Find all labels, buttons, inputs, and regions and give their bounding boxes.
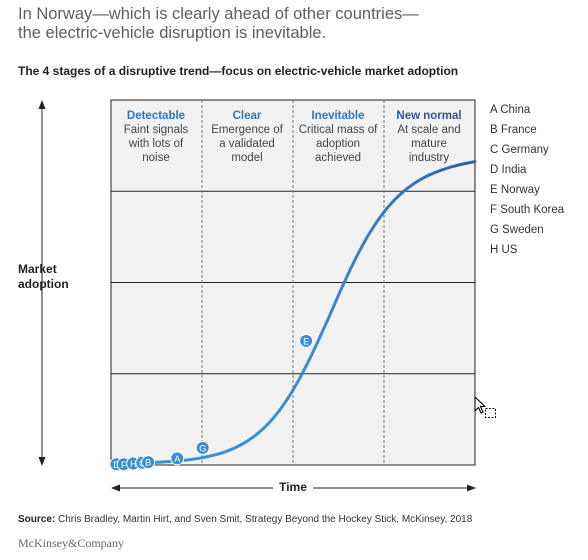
headline-line-1: In Norway—which is clearly ahead of othe… (18, 5, 419, 23)
stage-description: Emergence of a validated model (202, 123, 292, 165)
country-marker-label: G (199, 443, 206, 453)
stage-description-line: model (231, 152, 263, 164)
country-marker-china (170, 451, 185, 466)
chart: DFHCBAGE (38, 99, 477, 492)
stage-description-line: a validated (219, 138, 275, 150)
stage-title: Inevitable (311, 110, 365, 122)
y-axis-label-line-1: Market (18, 262, 57, 276)
country-marker-label: F (121, 460, 127, 470)
stage-description-line: At scale and (397, 124, 461, 136)
x-axis-label: Time (273, 480, 313, 494)
stage-description-line: with lots of (128, 138, 184, 150)
country-marker-label: A (174, 454, 180, 464)
stage-description-line: achieved (314, 152, 362, 164)
stage-description-line: Critical mass of (298, 124, 378, 136)
legend-item-sweden: G Sweden (490, 224, 544, 236)
stage-description-line: Emergence of (211, 124, 283, 136)
stage-description-line: noise (142, 152, 170, 164)
y-axis-arrow-up-icon (38, 100, 46, 109)
mouse-cursor-icon (474, 396, 496, 418)
stage-description-line: mature (411, 138, 447, 150)
legend-item-us: H US (490, 244, 518, 256)
stage-description-line: Faint signals (123, 124, 189, 136)
country-legend: A China B France C Germany D India E Nor… (490, 103, 564, 263)
country-marker-sweden (195, 440, 210, 455)
y-axis-label-line-2: adoption (18, 277, 69, 291)
country-marker-label: D (113, 460, 120, 470)
country-marker-france (141, 455, 156, 470)
headline: In Norway—which is clearly ahead of othe… (18, 5, 419, 43)
brand-logo: McKinsey&Company (18, 536, 124, 550)
legend-item-germany: C Germany (490, 144, 549, 156)
source-label: Source: (18, 514, 56, 525)
legend-item-norway: E Norway (490, 184, 540, 196)
stage-detectable: Detectable Faint signals with lots of no… (111, 109, 201, 165)
chart-subtitle: The 4 stages of a disruptive trend—focus… (18, 64, 459, 78)
stage-title: New normal (396, 110, 462, 122)
x-axis-arrow-right-icon (467, 484, 476, 492)
country-marker-label: B (145, 458, 151, 468)
source-text: Chris Bradley, Martin Hirt, and Sven Smi… (58, 514, 473, 525)
country-marker-label: H (130, 459, 137, 469)
stage-inevitable: Inevitable Critical mass of adoption ach… (293, 109, 383, 165)
stage-clear: Clear Emergence of a validated model (202, 109, 292, 165)
stage-description-line: industry (408, 152, 450, 164)
stage-description: At scale and mature industry (384, 123, 474, 165)
legend-item-france: B France (490, 124, 537, 136)
stage-new-normal: New normal At scale and mature industry (384, 109, 474, 165)
source-note: Source: Chris Bradley, Martin Hirt, and … (18, 514, 472, 525)
legend-item-china: A China (490, 104, 531, 116)
country-marker-label: E (303, 336, 309, 346)
y-axis-arrow-down-icon (38, 457, 46, 466)
legend-item-south-korea: F South Korea (490, 204, 565, 216)
y-axis-label: Market adoption (18, 262, 69, 292)
stage-title: Clear (232, 110, 262, 122)
headline-line-2: the electric-vehicle disruption is inevi… (18, 24, 327, 42)
stage-description: Critical mass of adoption achieved (293, 123, 383, 165)
legend-item-india: D India (490, 164, 527, 176)
stage-description: Faint signals with lots of noise (111, 123, 201, 165)
country-marker-norway (299, 333, 314, 348)
stage-title: Detectable (126, 110, 186, 122)
x-axis-arrow-left-icon (111, 484, 120, 492)
stage-description-line: adoption (315, 138, 361, 150)
